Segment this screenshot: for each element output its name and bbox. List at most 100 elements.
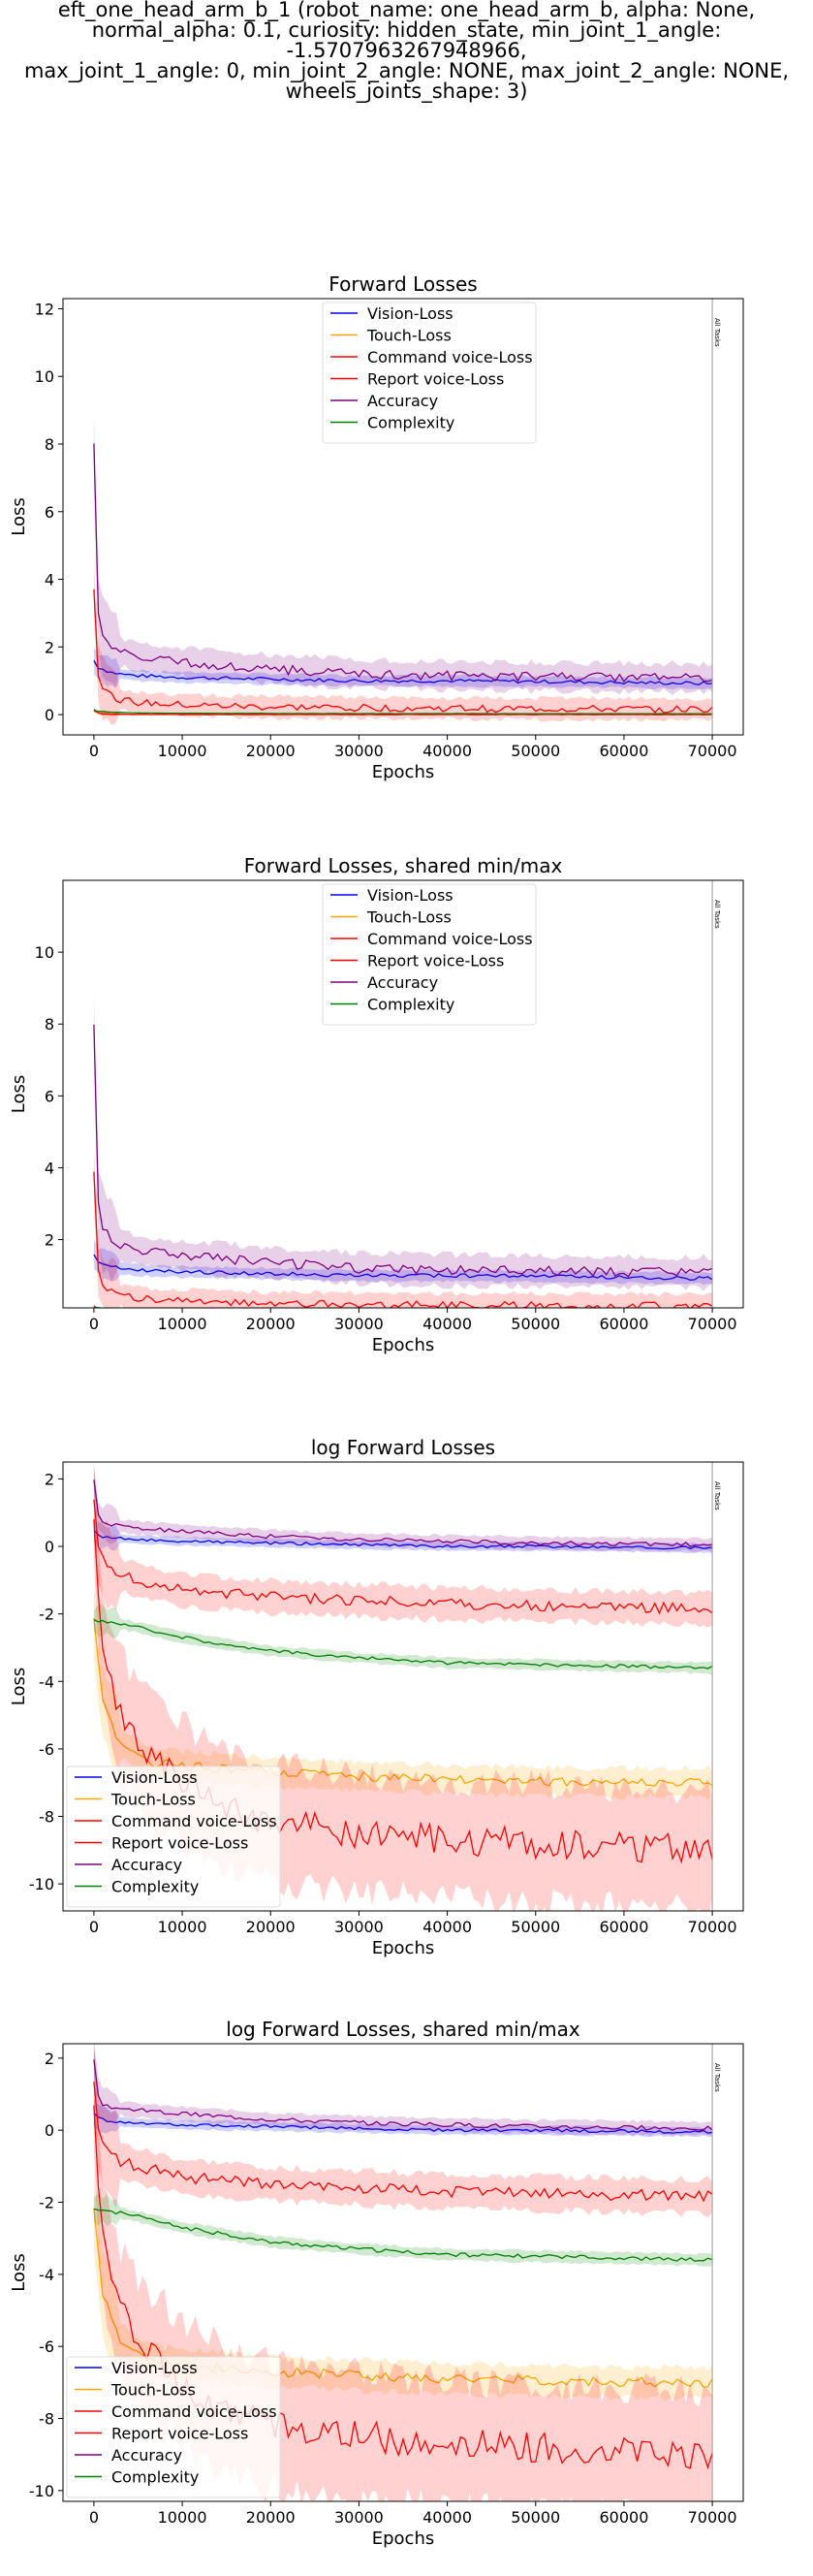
series-line <box>93 588 713 714</box>
vline-label: All Tasks <box>713 318 721 347</box>
y-tick-label: 10 <box>35 367 54 386</box>
legend-entry: Touch-Loss <box>110 1791 196 1809</box>
y-tick-label: 2 <box>45 638 54 656</box>
series-band <box>93 993 713 1291</box>
y-tick-label: 2 <box>45 1231 54 1250</box>
vline-label: All Tasks <box>713 900 721 929</box>
y-tick-label: 0 <box>45 706 54 724</box>
legend: Vision-Loss Touch-Loss Command voice-Loss R… <box>322 302 537 444</box>
vline-label: All Tasks <box>713 1481 721 1511</box>
legend-entry: Vision-Loss <box>367 304 453 323</box>
y-tick-label: -2 <box>39 1606 54 1624</box>
plot-frame <box>62 298 744 736</box>
plot-frame <box>62 1461 744 1912</box>
series-line <box>93 2113 713 2134</box>
legend-entry: Command voice-Loss <box>367 930 533 948</box>
y-tick-label: 6 <box>45 503 54 522</box>
series-line <box>93 710 713 715</box>
series-band <box>93 1605 713 1675</box>
y-tick-label: 0 <box>45 1538 54 1556</box>
legend-entry: Complexity <box>111 2468 199 2487</box>
x-tick-label: 30000 <box>334 1315 384 1333</box>
legend-entry: Report voice-Loss <box>367 952 504 970</box>
legend-entry: Report voice-Loss <box>111 2425 248 2443</box>
x-tick-label: 40000 <box>422 1315 472 1333</box>
series-line <box>93 1024 713 1278</box>
y-tick-label: 8 <box>45 435 54 454</box>
y-tick-label: -10 <box>29 1875 54 1893</box>
chart-title: log Forward Losses, shared min/max <box>226 2018 580 2041</box>
y-tick-label: -8 <box>39 1808 54 1827</box>
x-tick-label: 50000 <box>511 1315 560 1333</box>
y-tick-label: 4 <box>45 1159 54 1177</box>
x-tick-label: 60000 <box>599 2508 648 2527</box>
x-tick-label: 70000 <box>688 1315 737 1333</box>
y-axis-label: Loss <box>9 497 29 535</box>
series-line <box>93 1529 713 1550</box>
y-axis-label: Loss <box>9 2253 29 2291</box>
chart-forward-losses: Forward Losses All Tasks 0 10000 20000 30000 4… <box>9 272 744 782</box>
legend-entry: Vision-Loss <box>111 2359 198 2377</box>
series-band <box>93 416 713 695</box>
x-tick-label: 10000 <box>158 742 207 760</box>
chart-log-forward-losses-shared: log Forward Losses, shared min/max All Ta… <box>9 2018 744 2549</box>
x-tick-label: 50000 <box>511 742 560 760</box>
y-tick-label: 4 <box>45 571 54 589</box>
plot-frame <box>62 2043 744 2502</box>
y-tick-label: -6 <box>39 1740 54 1759</box>
vline-label: All Tasks <box>713 2063 721 2092</box>
x-tick-label: 50000 <box>511 1918 560 1936</box>
series-band <box>93 1238 713 1286</box>
y-tick-label: 2 <box>45 2050 54 2068</box>
suptitle-line: eft_one_head_arm_b_1 (robot_name: one_he… <box>57 0 756 21</box>
x-tick-label: 0 <box>89 1918 99 1936</box>
legend-entry: Vision-Loss <box>111 1768 198 1787</box>
suptitle-line: max_joint_1_angle: 0, min_joint_2_angle:… <box>23 59 790 82</box>
legend-box <box>66 2356 281 2498</box>
series-band <box>93 1150 713 1308</box>
legend: Vision-Loss Touch-Loss Command voice-Loss R… <box>66 1765 281 1908</box>
chart-title: Forward Losses, shared min/max <box>244 854 563 877</box>
chart-log-forward-losses: log Forward Losses All Tasks 0 10000 20000 30… <box>9 1436 744 1958</box>
suptitle-line: normal_alpha: 0.1, curiosity: hidden_sta… <box>91 18 722 62</box>
legend-box <box>322 883 537 1026</box>
x-tick-label: 30000 <box>334 1918 384 1936</box>
y-tick-label: 2 <box>45 1470 54 1488</box>
series-band <box>93 1583 713 1800</box>
x-tick-label: 40000 <box>422 1918 472 1936</box>
y-tick-label: 6 <box>45 1087 54 1105</box>
legend-entry: Complexity <box>367 414 454 432</box>
legend-entry: Command voice-Loss <box>367 348 533 366</box>
chart-forward-losses-shared: Forward Losses, shared min/max All Tasks 0… <box>9 854 744 1355</box>
chart-title: Forward Losses <box>328 272 477 296</box>
x-tick-label: 20000 <box>246 1918 296 1936</box>
legend-entry: Vision-Loss <box>367 886 453 905</box>
x-tick-label: 70000 <box>688 742 737 760</box>
x-tick-label: 20000 <box>246 742 296 760</box>
legend-entry: Command voice-Loss <box>111 2402 277 2421</box>
series-line <box>93 1171 713 1308</box>
series-line <box>93 1618 713 1788</box>
y-tick-label: -4 <box>39 2266 54 2284</box>
suptitle-line: wheels_joints_shape: 3) <box>285 80 528 103</box>
series-band <box>93 1517 713 1554</box>
x-tick-label: 10000 <box>158 1315 207 1333</box>
legend-entry: Complexity <box>111 1878 199 1896</box>
y-tick-label: -8 <box>39 2410 54 2429</box>
x-tick-label: 20000 <box>246 2508 296 2527</box>
x-tick-label: 60000 <box>599 1918 648 1936</box>
chart-title: log Forward Losses <box>311 1436 495 1459</box>
x-tick-label: 0 <box>89 742 99 760</box>
legend: Vision-Loss Touch-Loss Command voice-Loss R… <box>66 2356 281 2498</box>
x-tick-label: 40000 <box>422 742 472 760</box>
series-line <box>93 709 713 716</box>
legend: Vision-Loss Touch-Loss Command voice-Loss R… <box>322 883 537 1026</box>
legend-box <box>66 1765 281 1908</box>
x-tick-label: 0 <box>89 1315 99 1333</box>
x-tick-label: 30000 <box>334 742 384 760</box>
x-axis-label: Epochs <box>372 1335 435 1355</box>
legend-entry: Accuracy <box>111 2446 182 2465</box>
legend-box <box>322 302 537 444</box>
y-axis-label: Loss <box>9 1075 29 1113</box>
x-axis-label: Epochs <box>372 1938 435 1958</box>
